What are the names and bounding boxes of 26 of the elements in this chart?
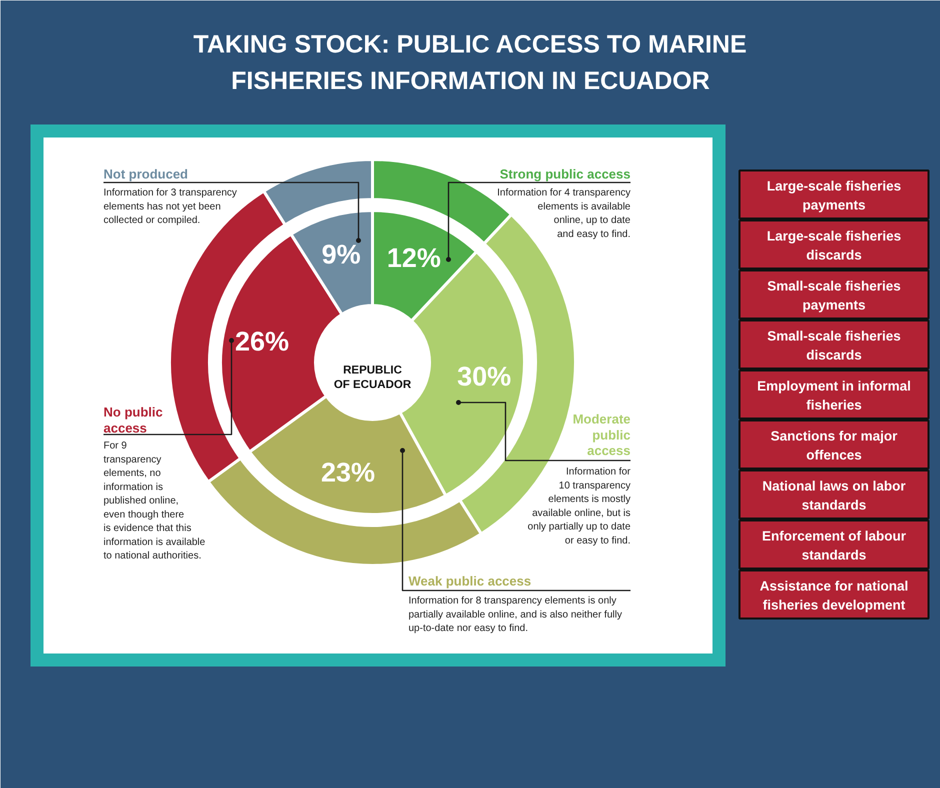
data-label: 30%: [457, 362, 512, 392]
slice-label: Strong public access: [500, 166, 631, 182]
data-label: 9%: [322, 239, 361, 270]
text: Assistance for national fisheries development: [760, 578, 908, 612]
slice-label: Not produced: [104, 166, 188, 182]
text: Information for 8 transparency elements is only partially available online, and is also neither fully up-to-date nor easy to find.: [408, 596, 622, 634]
slice-label: Weak public access: [408, 574, 532, 588]
text: Sanctions for major offences: [770, 428, 898, 462]
data-label: 12%: [386, 242, 441, 273]
text: Enforcement of labour standards: [762, 528, 907, 562]
text: REPUBLIC OF ECUADOR: [334, 364, 412, 391]
slice-label: No public access: [104, 404, 163, 436]
data-label: 23%: [320, 457, 375, 488]
text: Large-scale fisheries payments: [766, 178, 902, 212]
text: Information for 4 transparency elements is available online, up to date and easy to find.: [497, 188, 631, 240]
slice-label: Moderate public access: [572, 412, 631, 458]
text: Employment in informal fisheries: [757, 378, 911, 412]
chart-title: TAKING STOCK: PUBLIC ACCESS TO MARINE FISHERIES INFORMATION IN ECUADOR: [193, 30, 747, 95]
data-label: 26%: [234, 326, 290, 356]
text: Small-scale fisheries discards: [767, 328, 901, 362]
text: Large-scale fisheries discards: [766, 228, 902, 262]
text: Information for 10 transparency elements is mostly available online, but is only partially up to date or easy to find.: [528, 466, 632, 546]
text: Small-scale fisheries payments: [767, 278, 901, 312]
text: National laws on labor standards: [762, 478, 906, 512]
text: For 9 transparency elements, no information is published online, even though there is evidence that this information is available to national authorities.: [104, 440, 206, 562]
text: Information for 3 transparency elements has not yet been collected or compiled.: [104, 188, 237, 226]
